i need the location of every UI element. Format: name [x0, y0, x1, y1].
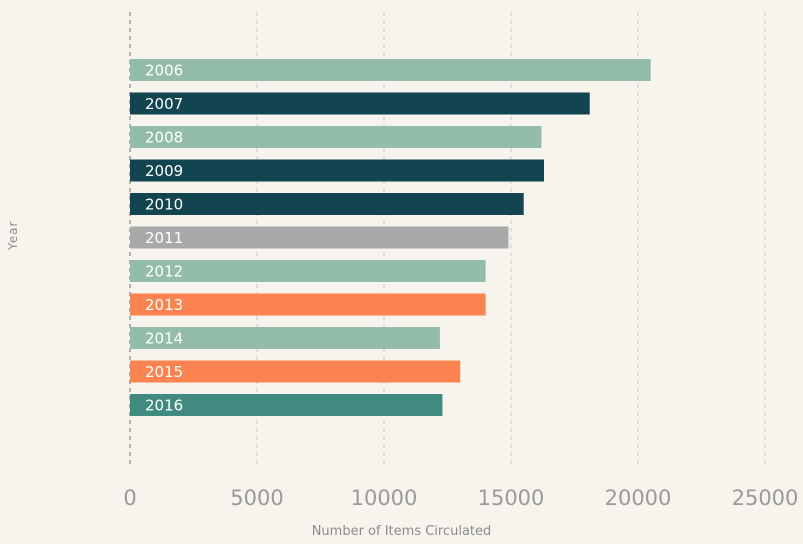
- bar-rect: [130, 360, 461, 383]
- bar-category-label: 2014: [145, 330, 183, 348]
- bar-2010: 2010: [130, 193, 524, 215]
- bar-category-label: 2009: [145, 162, 183, 180]
- bar-rect: [130, 394, 443, 416]
- bar-category-label: 2012: [145, 263, 183, 281]
- x-tick-label: 25000: [732, 486, 799, 510]
- bar-rect: [130, 159, 545, 182]
- x-tick-label: 5000: [230, 486, 283, 510]
- x-tick-label: 20000: [605, 486, 672, 510]
- bar-rect: [130, 126, 542, 148]
- bar-category-label: 2015: [145, 363, 183, 381]
- bar-2016: 2016: [130, 394, 443, 416]
- bar-2012: 2012: [130, 260, 486, 282]
- bar-category-label: 2010: [145, 196, 183, 214]
- bar-rect: [130, 260, 486, 282]
- bar-category-label: 2008: [145, 129, 183, 147]
- bar-rect: [130, 327, 440, 349]
- bar-2008: 2008: [130, 126, 542, 148]
- bar-category-label: 2007: [145, 95, 183, 113]
- bar-category-label: 2011: [145, 229, 183, 247]
- bar-2015: 2015: [130, 360, 461, 383]
- bar-rect: [130, 293, 486, 316]
- bar-2007: 2007: [130, 92, 590, 115]
- bar-2013: 2013: [130, 293, 486, 316]
- bar-category-label: 2006: [145, 62, 183, 80]
- bars: 2006 2007 2008 2009 2010 2011 2012 2013 2014 2015…: [130, 59, 651, 416]
- bar-rect: [130, 92, 590, 115]
- x-tick-label: 0: [123, 486, 136, 510]
- bar-rect: [130, 193, 524, 215]
- x-tick-label: 15000: [478, 486, 545, 510]
- bar-category-label: 2016: [145, 397, 183, 415]
- bar-2009: 2009: [130, 159, 545, 182]
- bar-2014: 2014: [130, 327, 440, 349]
- x-tick-label: 10000: [351, 486, 418, 510]
- x-tick-labels: 0 5000 10000 15000 20000 25000: [123, 486, 798, 510]
- bar-2011: 2011: [130, 226, 509, 249]
- x-axis-label: Number of Items Circulated: [311, 524, 492, 539]
- y-axis-label: Year: [6, 220, 20, 250]
- bar-rect: [130, 226, 509, 249]
- bar-2006: 2006: [130, 59, 651, 81]
- bar-category-label: 2013: [145, 296, 183, 314]
- bar-rect: [130, 59, 651, 81]
